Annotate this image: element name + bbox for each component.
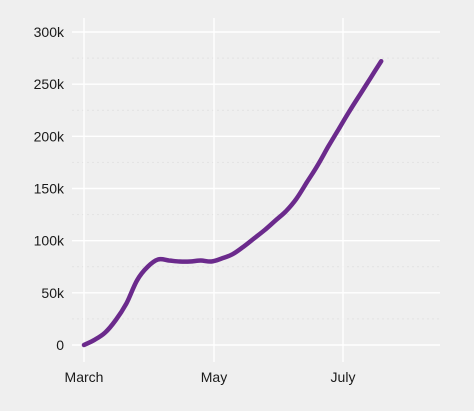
y-tick-label: 200k (34, 128, 65, 144)
grid-lines (72, 18, 440, 362)
y-tick-label: 100k (34, 233, 65, 249)
series-layer (81, 58, 384, 348)
y-tick-label: 150k (34, 181, 65, 197)
x-tick-label: July (331, 369, 356, 385)
tick-labels: 0 50k 100k 150k 200k 250k 300k March May July (34, 24, 356, 385)
series-line (81, 58, 384, 348)
y-tick-label: 250k (34, 76, 65, 92)
x-tick-label: May (201, 369, 227, 385)
y-tick-label: 300k (34, 24, 65, 40)
y-tick-label: 0 (56, 337, 64, 353)
y-tick-label: 50k (41, 285, 65, 301)
x-tick-label: March (65, 369, 104, 385)
